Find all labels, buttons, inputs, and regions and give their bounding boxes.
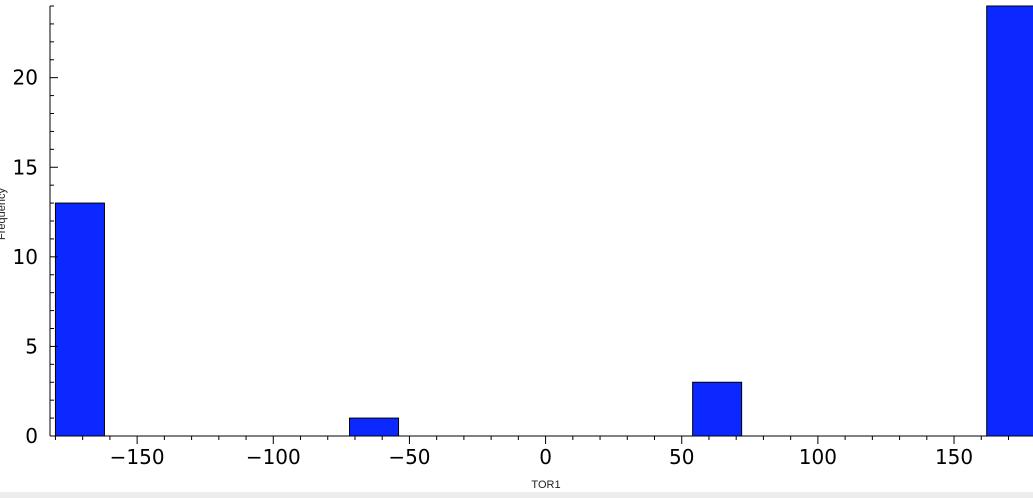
y-tick-label: 0 — [25, 424, 38, 448]
x-tick-label: −100 — [246, 445, 301, 469]
y-tick-label: 10 — [13, 245, 38, 269]
x-axis-label: TOR1 — [531, 479, 561, 491]
histogram-bar — [349, 417, 400, 437]
x-tick-label: 50 — [669, 445, 694, 469]
x-tick-label: 100 — [799, 445, 837, 469]
x-tick-label: 150 — [935, 445, 973, 469]
y-tick-label: 15 — [13, 155, 38, 179]
y-axis-label: Frequency — [0, 188, 8, 240]
histogram-bar — [986, 5, 1033, 437]
x-tick-label: −50 — [388, 445, 430, 469]
histogram-bar — [692, 381, 743, 437]
bottom-strip — [0, 492, 1033, 498]
x-tick-label: 0 — [539, 445, 552, 469]
y-tick-label: 5 — [25, 334, 38, 358]
histogram-bar — [54, 202, 105, 437]
x-tick-label: −150 — [110, 445, 165, 469]
y-tick-label: 20 — [13, 66, 38, 90]
